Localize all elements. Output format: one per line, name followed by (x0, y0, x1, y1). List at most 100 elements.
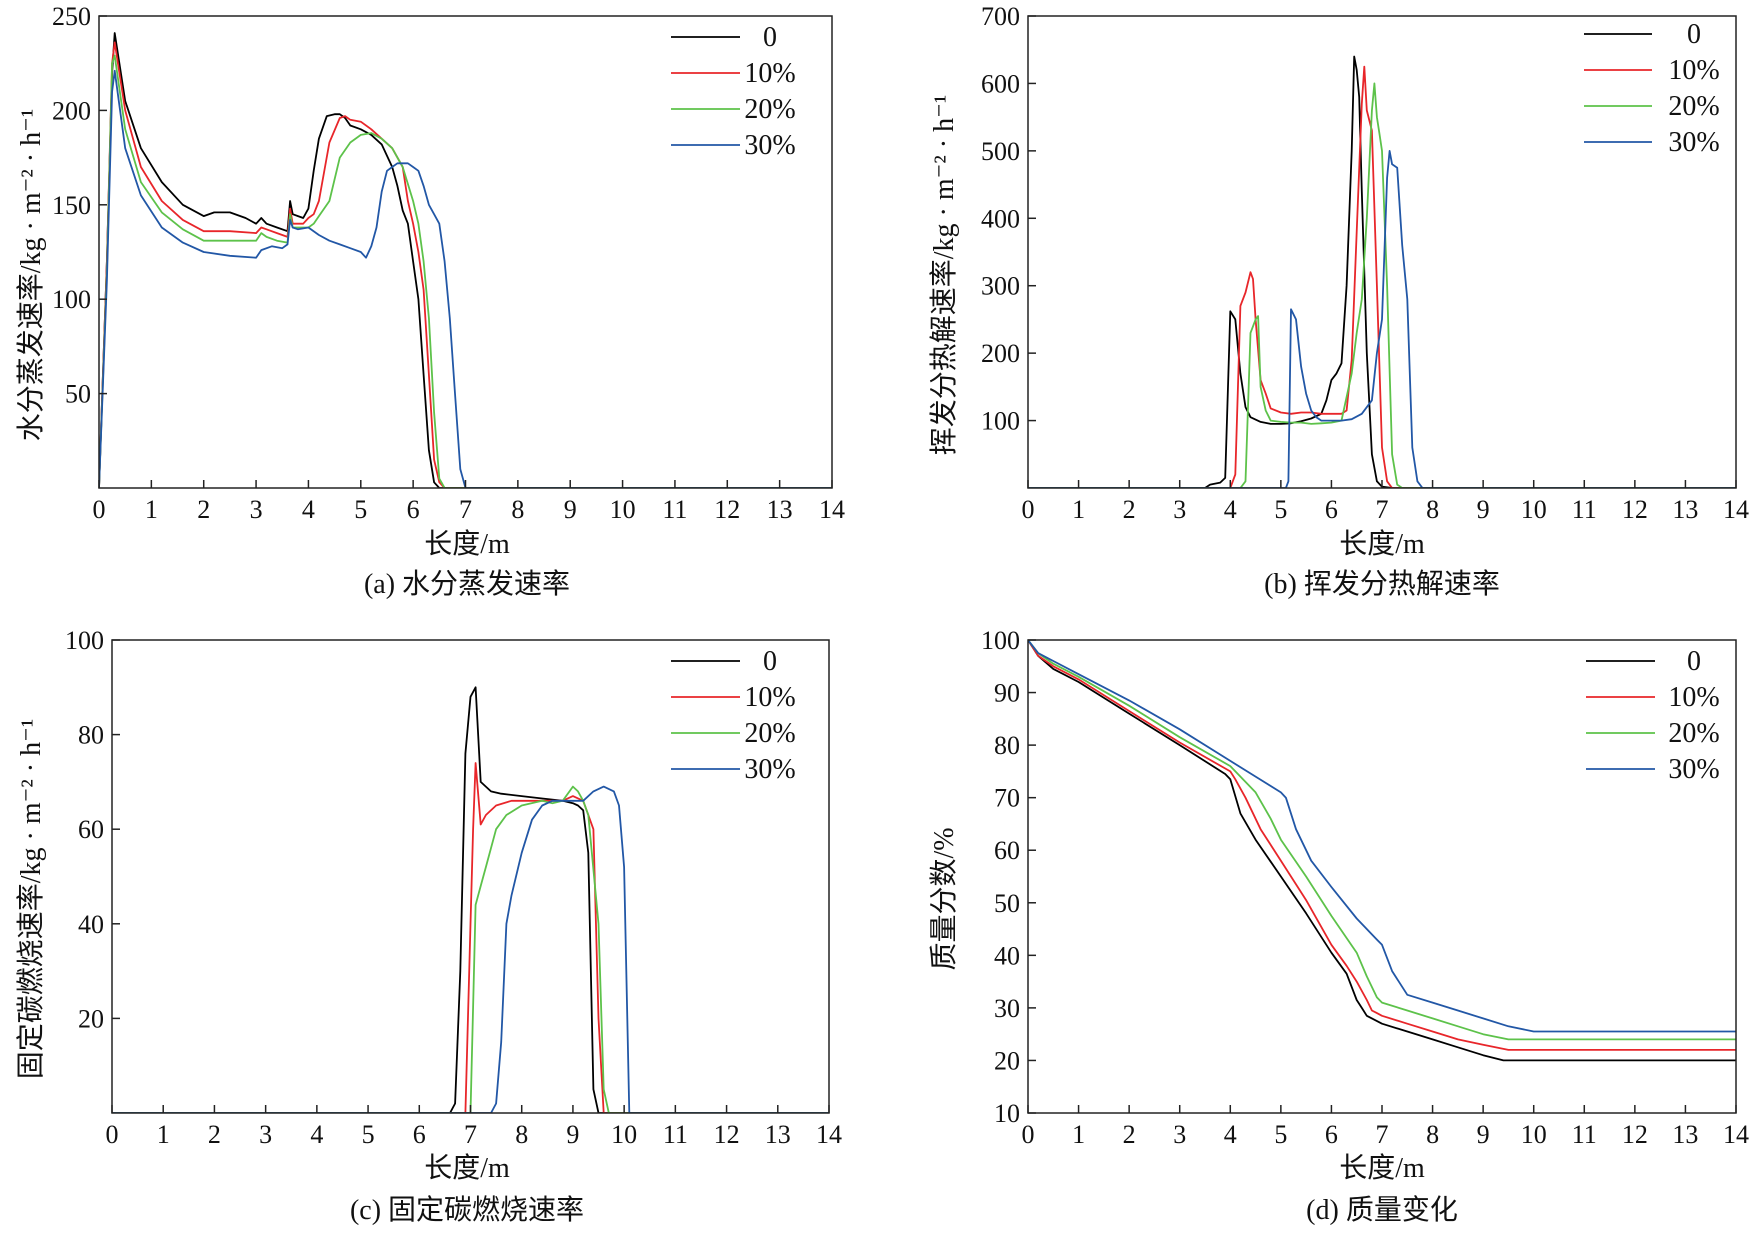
panel-d-ytick-label-3: 40 (994, 941, 1020, 970)
panel-b-legend-label-2: 20% (1668, 91, 1719, 122)
panel-a-ytick-label-4: 250 (52, 2, 91, 31)
panel-a-xtick-label-14: 14 (819, 495, 845, 524)
panel-c-ytick-label-0: 20 (78, 1004, 104, 1033)
panel-b-ytick-label-5: 600 (981, 69, 1020, 98)
panel-b-xtick-label-11: 11 (1572, 495, 1597, 524)
panel-b-ylabel: 挥发分热解速率/kg · m⁻² · h⁻¹ (928, 95, 960, 456)
panel-b-xlabel: 长度/m (1339, 528, 1425, 560)
panel-d-legend-label-3: 30% (1668, 754, 1719, 785)
panel-b-legend-label-3: 30% (1668, 127, 1719, 158)
panel-c-plot-area: 0 1 2 3 4 5 6 7 8 9 10 11 12 13 1420406080100010%20%30… (65, 626, 842, 1149)
panel-d-xtick-label-2: 2 (1123, 1120, 1136, 1149)
panel-c-legend-label-1: 10% (744, 682, 795, 713)
panel-c-legend: 0 10% 20% 30% (671, 646, 796, 785)
panel-a-ytick-label-3: 200 (52, 96, 91, 125)
panel-c-xtick-label-10: 10 (611, 1120, 637, 1149)
panel-a-xtick-label-3: 3 (250, 495, 263, 524)
panel-a-xtick-label-6: 6 (407, 495, 420, 524)
panel-b-xtick-label-13: 13 (1672, 495, 1698, 524)
panel-b-plot-area: 0 1 2 3 4 5 6 7 8 9 10 11 12 13 1410020030040050060070… (981, 2, 1749, 524)
panel-c-ytick-label-3: 80 (78, 721, 104, 750)
panel-d-series-group (1028, 639, 1736, 1062)
panel-a: 0 1 2 3 4 5 6 7 8 9 10 11 12 13 1450100150200250010%20… (15, 2, 845, 600)
panel-d-ytick-label-6: 70 (994, 784, 1020, 813)
panel-b-xtick-label-10: 10 (1521, 495, 1547, 524)
panel-d-legend-label-0: 0 (1687, 646, 1701, 677)
panel-a-xtick-label-12: 12 (714, 495, 740, 524)
panel-b-legend-label-1: 10% (1668, 55, 1719, 86)
panel-c-xtick-label-12: 12 (714, 1120, 740, 1149)
panel-d-ytick-label-8: 90 (994, 679, 1020, 708)
panel-d-xtick-label-1: 1 (1072, 1120, 1085, 1149)
panel-d-xtick-label-9: 9 (1477, 1120, 1490, 1149)
panel-c-ytick-label-1: 40 (78, 910, 104, 939)
panel-d-ytick-label-2: 30 (994, 994, 1020, 1023)
panel-c-ytick-label-2: 60 (78, 815, 104, 844)
panel-a-ytick-label-1: 100 (52, 285, 91, 314)
panel-b-series-line-3 (1028, 149, 1736, 488)
panel-b-legend-label-0: 0 (1687, 19, 1701, 50)
panel-b-frame (1027, 15, 1737, 489)
panel-b-series-group (1028, 55, 1736, 488)
panel-a-plot-area: 0 1 2 3 4 5 6 7 8 9 10 11 12 13 1450100150200250010%20… (52, 2, 845, 524)
panel-a-legend-label-0: 0 (763, 22, 777, 53)
panel-a-xlabel: 长度/m (424, 528, 510, 560)
panel-c-ytick-label-4: 100 (65, 626, 104, 655)
panel-a-legend-label-2: 20% (744, 94, 795, 125)
panel-c-xtick-label-14: 14 (816, 1120, 842, 1149)
panel-d-legend-label-2: 20% (1668, 718, 1719, 749)
panel-b-caption: (b) 挥发分热解速率 (1264, 568, 1500, 600)
panel-c-xtick-label-0: 0 (106, 1120, 119, 1149)
panel-a-xtick-label-11: 11 (662, 495, 687, 524)
panel-d-ytick-label-7: 80 (994, 731, 1020, 760)
panel-a-legend-label-1: 10% (744, 58, 795, 89)
panel-d-series-line-1 (1028, 639, 1736, 1051)
panel-a-series-line-2 (99, 54, 832, 488)
panel-a-ylabel: 水分蒸发速率/kg · m⁻² · h⁻¹ (15, 109, 47, 442)
panel-a-xtick-label-9: 9 (564, 495, 577, 524)
panel-d-xtick-label-10: 10 (1521, 1120, 1547, 1149)
panel-a-xtick-label-4: 4 (302, 495, 315, 524)
panel-d-ylabel: 质量分数/% (928, 827, 960, 970)
panel-c-xtick-label-3: 3 (259, 1120, 272, 1149)
panel-c-ylabel: 固定碳燃烧速率/kg · m⁻² · h⁻¹ (15, 719, 47, 1080)
panel-b-xtick-label-9: 9 (1477, 495, 1490, 524)
panel-d-xtick-label-0: 0 (1022, 1120, 1035, 1149)
panel-d-series-line-2 (1028, 639, 1736, 1041)
panel-d-legend: 0 10% 20% 30% (1586, 646, 1720, 785)
panel-b-series-line-2 (1028, 82, 1736, 488)
panel-c-xtick-label-5: 5 (362, 1120, 375, 1149)
panel-a-xtick-label-8: 8 (511, 495, 524, 524)
panel-a-series-line-0 (99, 32, 832, 488)
panel-a-caption: (a) 水分蒸发速率 (364, 568, 570, 600)
panel-c-xtick-label-13: 13 (765, 1120, 791, 1149)
panel-b-xtick-label-1: 1 (1072, 495, 1085, 524)
panel-c-series-group (112, 686, 829, 1113)
panel-c-series-line-2 (112, 785, 829, 1113)
panel-c-xtick-label-6: 6 (413, 1120, 426, 1149)
panel-b-ytick-label-0: 100 (981, 407, 1020, 436)
panel-d-xtick-label-11: 11 (1572, 1120, 1597, 1149)
panel-d-xtick-label-5: 5 (1274, 1120, 1287, 1149)
panel-d-xlabel: 长度/m (1339, 1152, 1425, 1184)
panel-c-legend-label-3: 30% (744, 754, 795, 785)
panel-b-xtick-label-4: 4 (1224, 495, 1237, 524)
panel-d-xtick-label-4: 4 (1224, 1120, 1237, 1149)
panel-d-ytick-label-5: 60 (994, 836, 1020, 865)
panel-a-ytick-label-2: 150 (52, 191, 91, 220)
panel-a-xtick-label-0: 0 (93, 495, 106, 524)
panel-b-ytick-label-1: 200 (981, 339, 1020, 368)
panel-c: 0 1 2 3 4 5 6 7 8 9 10 11 12 13 1420406080100010%20%30… (15, 626, 842, 1226)
panel-b-xtick-label-5: 5 (1274, 495, 1287, 524)
panel-a-xtick-label-7: 7 (459, 495, 472, 524)
panel-c-xtick-label-8: 8 (515, 1120, 528, 1149)
panel-d-xtick-label-14: 14 (1723, 1120, 1749, 1149)
panel-c-frame (111, 639, 830, 1114)
panel-a-xtick-label-2: 2 (197, 495, 210, 524)
panel-c-legend-label-0: 0 (763, 646, 777, 677)
panel-a-xtick-label-1: 1 (145, 495, 158, 524)
panel-c-series-line-0 (112, 686, 829, 1113)
panel-d-xtick-label-13: 13 (1672, 1120, 1698, 1149)
panel-d-ytick-label-9: 100 (981, 626, 1020, 655)
